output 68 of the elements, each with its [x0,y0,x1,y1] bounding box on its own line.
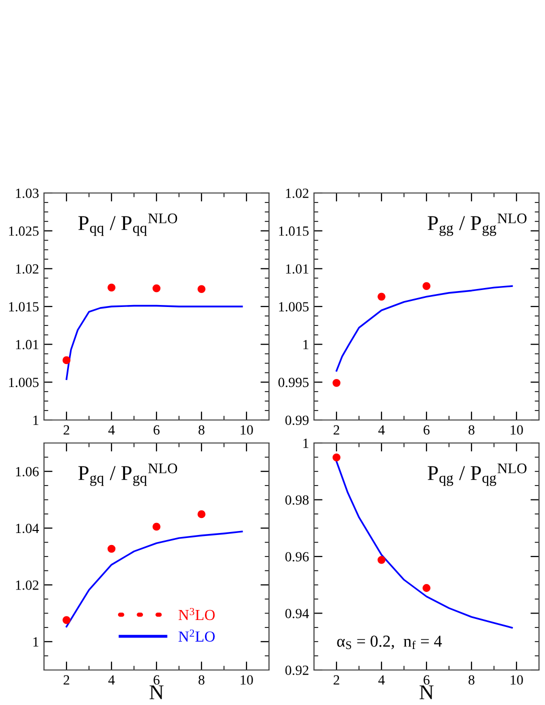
point [108,284,116,292]
text: P$_{qq}$ / P$_{qq}$$^{NLO}$ [78,214,178,236]
point [332,454,340,462]
y-tick-label: 1 [303,438,308,448]
y-tick-label: 1.03 [16,188,39,198]
line-series [66,530,243,628]
x-tick-label: 6 [424,675,430,685]
y-tick-label: 0.94 [285,608,309,618]
point [332,378,340,387]
x-tick-label: 8 [198,675,204,685]
legend-label: N$^{2}$LO [178,630,215,642]
point [378,556,386,564]
y-tick-label: 1.01 [286,264,308,274]
x-tick-label: 8 [198,425,204,435]
y-tick-label: 1.015 [279,226,309,236]
point [198,285,206,294]
point [152,284,160,292]
x-tick-label: 2 [334,675,340,684]
point [378,292,386,301]
y-tick-label: 1 [33,416,38,425]
x-axis-title: N [420,685,434,700]
y-tick-label: 1.015 [9,302,39,312]
y-tick-label: 1.04 [16,524,39,534]
y-tick-label: 1 [33,637,38,646]
x-tick-label: 2 [334,425,340,434]
x-tick-label: 10 [510,675,523,685]
y-tick-label: 1 [303,340,308,350]
y-tick-label: 1.005 [279,302,309,312]
annotation: α$_{S}$ = 0.2, n$_{f}$ = 4 [337,636,442,650]
x-tick-label: 8 [468,425,474,435]
y-tick-label: 0.96 [285,552,309,562]
y-tick-label: 0.98 [285,495,309,505]
line-series [336,285,513,372]
point [152,522,160,531]
x-tick-label: 6 [154,675,160,685]
x-tick-label: 8 [468,675,474,685]
point [62,356,70,364]
x-tick-label: 4 [108,675,115,684]
text: P$_{gg}$ / P$_{gg}$$^{NLO}$ [428,214,526,236]
point [62,616,70,624]
y-tick-label: 0.995 [278,378,309,388]
x-tick-label: 4 [378,675,385,684]
x-tick-label: 4 [378,425,385,434]
x-tick-label: 6 [424,425,430,435]
x-tick-label: 4 [108,425,115,434]
y-tick-label: 1.005 [9,378,39,388]
x-tick-label: 6 [154,425,160,435]
text: P$_{qg}$ / P$_{qg}$$^{NLO}$ [428,464,526,486]
y-tick-label: 1.06 [16,466,39,476]
y-tick-label: 1.01 [16,340,38,350]
y-tick-label: 0.99 [285,416,309,426]
y-tick-label: 1.02 [286,188,308,198]
legend-label: N$^{3}$LO [178,608,215,620]
x-tick-label: 10 [240,675,253,685]
x-tick-label: 2 [64,675,70,684]
x-tick-label: 10 [240,425,253,435]
x-axis-title: N [150,685,164,700]
y-tick-label: 1.02 [16,580,38,590]
point [198,510,206,518]
y-tick-label: 0.92 [285,666,308,676]
point [422,584,430,592]
y-tick-label: 1.02 [16,264,38,274]
text: P$_{gq}$ / P$_{gq}$$^{NLO}$ [78,464,178,486]
x-tick-label: 2 [64,425,70,434]
point [422,282,430,290]
y-tick-label: 1.025 [9,226,39,236]
point [108,544,116,553]
x-tick-label: 10 [510,425,523,435]
